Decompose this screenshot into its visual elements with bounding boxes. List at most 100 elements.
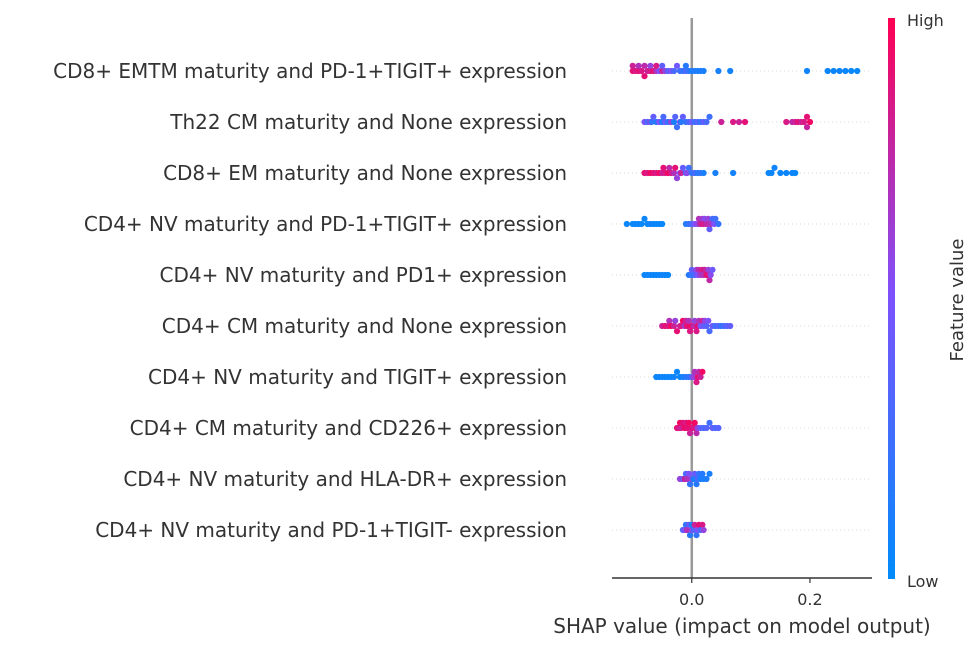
shap-point — [660, 164, 667, 171]
shap-point — [700, 67, 707, 75]
shap-point — [715, 424, 722, 432]
shap-point — [638, 67, 645, 75]
shap-point — [673, 368, 681, 375]
shap-point — [803, 113, 811, 120]
shap-point — [673, 328, 681, 335]
shap-point — [641, 215, 648, 222]
colorbar: High Low Feature value — [888, 11, 968, 591]
shap-point — [706, 277, 713, 284]
shap-point — [679, 113, 687, 120]
shap-point — [672, 317, 679, 324]
shap-point — [693, 532, 700, 539]
shap-point — [830, 67, 837, 75]
shap-point — [792, 169, 799, 177]
shap-point — [653, 62, 660, 69]
shap-point — [686, 430, 694, 437]
shap-point — [730, 169, 737, 177]
shap-point — [670, 322, 678, 330]
shap-point — [800, 118, 808, 126]
shap-point — [683, 169, 691, 177]
shap-point — [693, 481, 700, 488]
shap-point — [706, 328, 713, 335]
shap-point — [718, 118, 725, 126]
shap-point — [715, 220, 722, 228]
shap-point — [693, 328, 700, 335]
shap-point — [670, 118, 678, 126]
shap-point — [683, 475, 691, 483]
shap-point — [693, 430, 700, 437]
feature-label: CD8+ EM maturity and None expression — [163, 161, 567, 185]
shap-point — [683, 526, 691, 534]
shap-point — [703, 424, 710, 432]
colorbar-low-label: Low — [907, 572, 939, 591]
feature-label: CD4+ CM maturity and None expression — [162, 314, 567, 338]
shap-point — [700, 169, 707, 177]
shap-point — [685, 419, 692, 426]
shap-point — [678, 118, 685, 126]
shap-point — [706, 470, 713, 477]
shap-point — [659, 220, 666, 228]
shap-point — [707, 271, 714, 279]
shap-point — [670, 169, 678, 177]
shap-point — [715, 67, 722, 75]
shap-point — [709, 266, 716, 273]
shap-point — [691, 419, 698, 426]
shap-point — [682, 62, 690, 69]
shap-point — [647, 62, 654, 69]
colorbar-high-label: High — [907, 11, 944, 30]
shap-point — [673, 175, 681, 182]
shap-point — [727, 322, 734, 330]
shap-point — [836, 67, 843, 75]
shap-point — [703, 118, 710, 126]
shap-point — [673, 62, 681, 69]
shap-point — [771, 164, 778, 171]
shap-point — [683, 424, 691, 432]
feature-label: Th22 CM maturity and None expression — [169, 110, 567, 134]
shap-point — [686, 532, 694, 539]
feature-label: CD4+ NV maturity and HLA-DR+ expression — [123, 467, 567, 491]
shap-point — [685, 317, 692, 324]
shap-point — [659, 62, 666, 69]
shap-point — [686, 481, 694, 488]
shap-point — [686, 328, 694, 335]
feature-label: CD4+ NV maturity and TIGIT+ expression — [148, 365, 567, 389]
feature-label: CD8+ EMTM maturity and PD-1+TIGIT+ expre… — [53, 59, 567, 83]
feature-label: CD4+ CM maturity and CD226+ expression — [130, 416, 567, 440]
feature-rows: CD8+ EMTM maturity and PD-1+TIGIT+ expre… — [53, 59, 872, 542]
shap-point — [730, 118, 737, 126]
shap-point — [672, 113, 679, 120]
shap-point — [706, 113, 713, 120]
shap-point — [638, 220, 645, 228]
shap-point — [803, 67, 811, 75]
shap-point — [705, 317, 712, 324]
shap-point — [806, 118, 814, 126]
shap-point — [678, 169, 685, 177]
shap-point — [670, 373, 678, 381]
shap-point — [666, 317, 673, 324]
shap-point — [703, 475, 710, 483]
shap-point — [703, 322, 710, 330]
shap-point — [685, 164, 692, 171]
shap-point — [777, 169, 784, 177]
shap-point — [768, 169, 775, 177]
shap-point — [641, 62, 648, 69]
shap-point — [650, 113, 657, 120]
points-layer — [623, 62, 861, 539]
shap-point — [688, 266, 695, 273]
shap-point — [700, 526, 707, 534]
shap-point — [693, 379, 700, 386]
shap-point — [635, 62, 642, 69]
shap-point — [699, 470, 706, 477]
shap-point — [623, 220, 630, 228]
shap-point — [706, 419, 713, 426]
x-axis-label: SHAP value (impact on model output) — [553, 614, 930, 638]
feature-label: CD4+ NV maturity and PD-1+TIGIT- express… — [95, 518, 567, 542]
x-tick-label: 0.0 — [679, 590, 704, 609]
shap-point — [673, 124, 681, 131]
shap-point — [854, 67, 861, 75]
shap-point — [783, 118, 790, 126]
shap-point — [665, 271, 672, 279]
colorbar-title: Feature value — [947, 239, 968, 362]
